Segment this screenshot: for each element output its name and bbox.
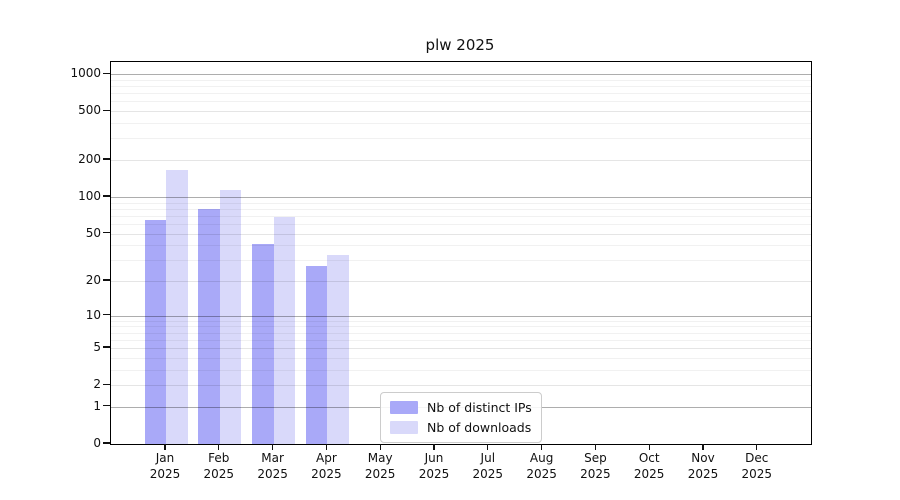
legend-item-downloads: Nb of downloads xyxy=(390,417,532,437)
x-tick-jul xyxy=(487,444,489,450)
x-tick-month: Sep xyxy=(584,451,607,465)
chart-title: plw 2025 xyxy=(425,36,495,54)
bar-nb-of-distinct-ips-apr xyxy=(305,265,328,444)
y-tick-200 xyxy=(103,158,110,160)
x-tick-year: 2025 xyxy=(203,466,235,481)
x-tick-year: 2025 xyxy=(472,466,504,481)
x-tick-month: Apr xyxy=(316,451,337,465)
x-tick-jun xyxy=(433,444,435,450)
y-tick-label-50: 50 xyxy=(85,225,101,240)
x-tick-year: 2025 xyxy=(633,466,665,481)
x-tick-label-mar: Mar 2025 xyxy=(241,451,305,482)
y-tick-1 xyxy=(103,405,110,407)
bar-nb-of-downloads-jan xyxy=(166,170,188,444)
y-tick-100 xyxy=(103,195,110,197)
x-tick-month: Feb xyxy=(208,451,230,465)
legend-swatch-distinct-ips xyxy=(390,400,418,414)
bars-layer xyxy=(111,62,811,444)
y-tick-label-100: 100 xyxy=(78,188,101,203)
y-tick-label-20: 20 xyxy=(85,273,101,287)
legend-swatch-downloads xyxy=(390,420,418,434)
y-tick-20 xyxy=(103,279,110,281)
x-tick-sep xyxy=(594,444,596,450)
y-tick-label-200: 200 xyxy=(78,152,101,167)
y-tick-1000 xyxy=(103,72,110,74)
y-tick-50 xyxy=(103,231,110,234)
x-tick-year: 2025 xyxy=(364,466,396,481)
x-tick-year: 2025 xyxy=(687,466,719,481)
x-tick-year: 2025 xyxy=(580,466,611,481)
bar-nb-of-downloads-feb xyxy=(219,189,242,444)
x-tick-month: Mar xyxy=(261,451,284,465)
y-tick-label-10: 10 xyxy=(85,307,101,322)
legend: Nb of distinct IPs Nb of downloads xyxy=(380,392,542,443)
x-tick-label-feb: Feb 2025 xyxy=(187,451,251,482)
y-tick-label-1: 1 xyxy=(93,398,101,413)
x-tick-mar xyxy=(272,444,274,450)
plot-area xyxy=(110,61,812,445)
legend-label-distinct-ips: Nb of distinct IPs xyxy=(427,399,532,415)
x-tick-month: Jun xyxy=(424,451,444,465)
x-tick-label-jan: Jan 2025 xyxy=(133,451,197,482)
x-tick-year: 2025 xyxy=(257,466,288,481)
x-tick-year: 2025 xyxy=(149,466,181,481)
x-tick-month: Aug xyxy=(529,451,554,465)
x-tick-oct xyxy=(648,444,650,450)
x-tick-nov xyxy=(702,444,704,450)
x-tick-label-apr: Apr 2025 xyxy=(294,451,358,482)
y-tick-500 xyxy=(103,109,110,111)
legend-item-distinct-ips: Nb of distinct IPs xyxy=(390,397,532,417)
x-tick-jan xyxy=(164,444,166,450)
x-tick-month: Jan xyxy=(155,451,175,465)
x-tick-aug xyxy=(541,444,543,450)
x-tick-label-may: May 2025 xyxy=(348,451,412,482)
x-tick-label-aug: Aug 2025 xyxy=(510,451,574,482)
y-tick-label-500: 500 xyxy=(78,103,101,118)
bar-nb-of-distinct-ips-mar xyxy=(252,243,274,444)
bar-nb-of-downloads-mar xyxy=(273,216,296,444)
x-tick-month: May xyxy=(367,451,393,465)
x-tick-label-jun: Jun 2025 xyxy=(402,451,466,482)
y-tick-0 xyxy=(103,442,110,444)
y-tick-label-5: 5 xyxy=(93,340,101,355)
x-tick-year: 2025 xyxy=(418,466,450,481)
x-tick-apr xyxy=(325,444,327,450)
bar-nb-of-distinct-ips-feb xyxy=(198,208,220,444)
bar-nb-of-distinct-ips-jan xyxy=(144,219,166,444)
x-tick-label-jul: Jul 2025 xyxy=(456,451,520,482)
x-tick-month: Dec xyxy=(745,451,769,465)
x-tick-month: Oct xyxy=(638,451,660,465)
x-tick-dec xyxy=(756,444,758,450)
x-tick-label-sep: Sep 2025 xyxy=(563,451,627,482)
x-tick-label-nov: Nov 2025 xyxy=(671,451,735,482)
y-tick-label-0: 0 xyxy=(93,436,101,450)
bar-nb-of-downloads-apr xyxy=(327,255,349,444)
y-tick-2 xyxy=(103,383,110,385)
y-tick-label-1000: 1000 xyxy=(70,66,101,81)
x-tick-year: 2025 xyxy=(311,466,342,481)
x-tick-may xyxy=(379,444,381,450)
x-tick-month: Nov xyxy=(691,451,715,465)
x-tick-year: 2025 xyxy=(526,466,557,481)
x-tick-label-oct: Oct 2025 xyxy=(617,451,681,482)
x-tick-year: 2025 xyxy=(741,466,773,481)
legend-label-downloads: Nb of downloads xyxy=(427,419,532,435)
x-tick-month: Jul xyxy=(480,451,496,465)
y-tick-label-2: 2 xyxy=(93,377,101,392)
x-tick-feb xyxy=(218,444,220,450)
y-tick-5 xyxy=(103,346,110,348)
x-tick-label-dec: Dec 2025 xyxy=(725,451,789,482)
y-tick-10 xyxy=(103,314,110,316)
